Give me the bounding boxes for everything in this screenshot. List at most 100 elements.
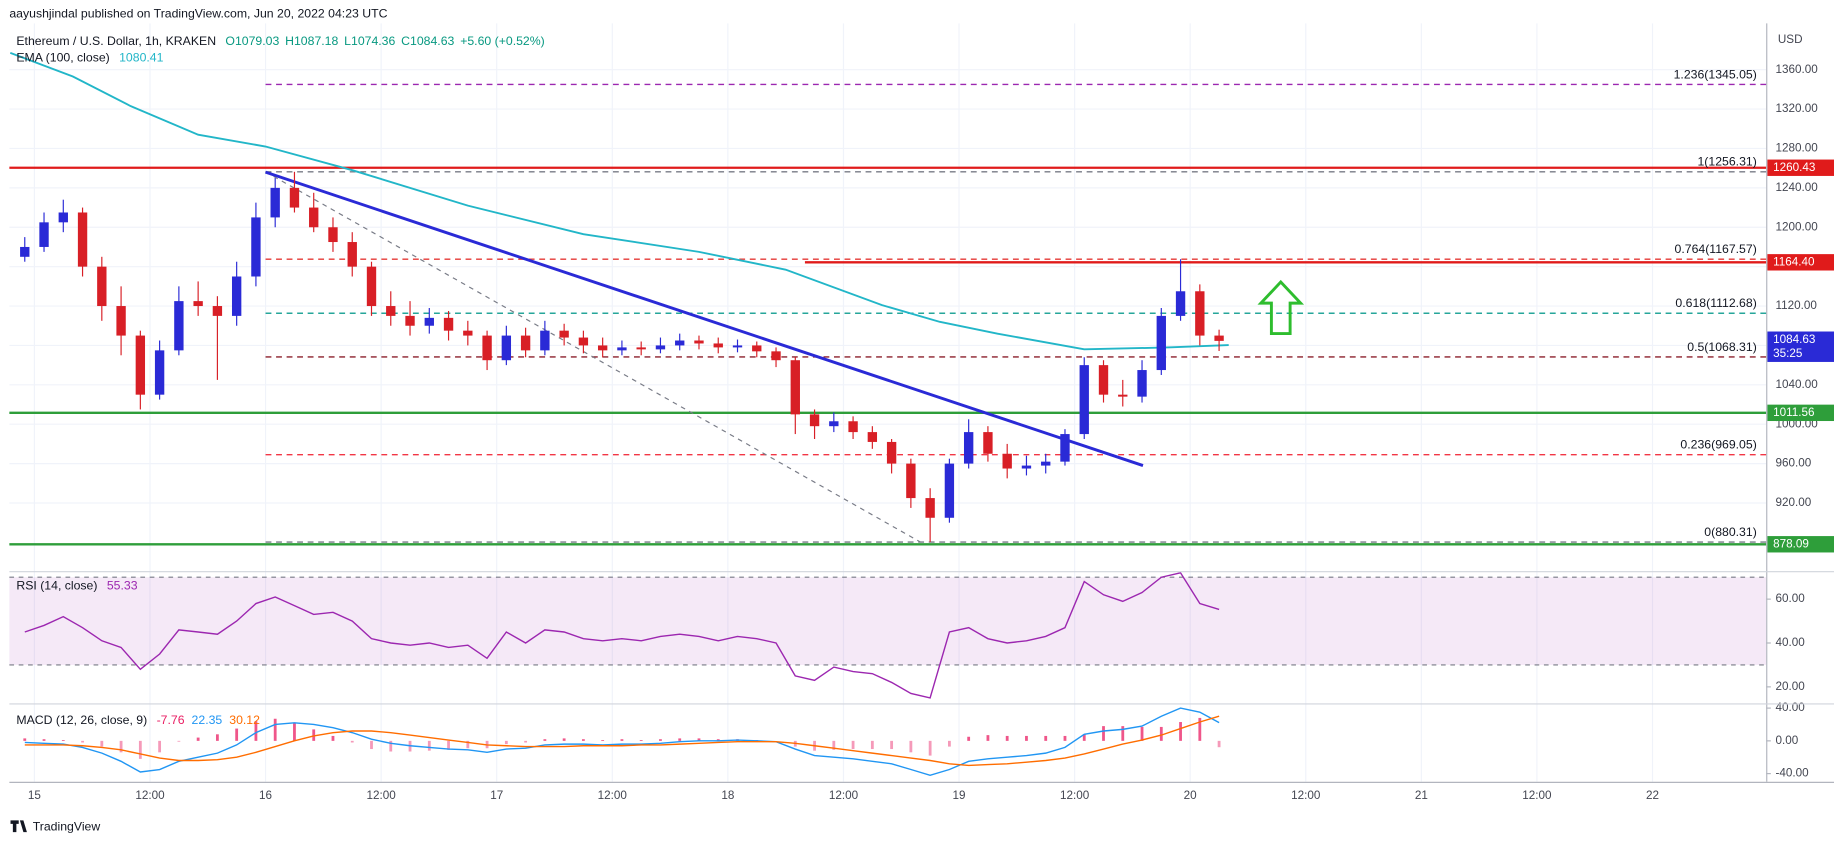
candle-body — [867, 432, 878, 442]
macd-hist-bar — [23, 738, 27, 741]
rsi-name: RSI (14, close) — [16, 579, 97, 593]
candle-body — [328, 227, 338, 243]
legend-high: H1087.18 — [285, 34, 338, 48]
last-price-label: 1084.63 — [1773, 333, 1815, 346]
macd-hist-bar — [331, 735, 335, 741]
macd-hist-bar — [562, 738, 566, 741]
macd-hist-value: -7.76 — [157, 713, 185, 727]
legend-change: +5.60 (+0.52%) — [460, 34, 545, 48]
macd-hist-bar — [967, 736, 971, 741]
x-tick-label: 15 — [28, 789, 41, 802]
candle-body — [463, 330, 473, 336]
macd-signal-value: 30.12 — [229, 713, 260, 727]
macd-hist-bar — [312, 729, 316, 741]
candle-body — [1118, 394, 1128, 397]
y-tick-label: -40.00 — [1776, 767, 1810, 780]
candle-body — [58, 212, 68, 223]
macd-hist-bar — [466, 740, 470, 749]
macd-hist-bar — [1005, 735, 1009, 741]
candle-body — [578, 337, 589, 346]
macd-hist-bar — [1102, 726, 1105, 741]
macd-hist-bar — [215, 734, 219, 741]
fib-label: 0.5(1068.31) — [1687, 340, 1757, 354]
candle-body — [925, 498, 935, 518]
candle-body — [366, 266, 377, 307]
candle-body — [675, 340, 685, 346]
x-tick-label: 12:00 — [1060, 789, 1090, 802]
macd-hist-bar — [909, 740, 913, 753]
macd-hist-bar — [601, 740, 605, 741]
currency: USD — [1778, 33, 1803, 46]
macd-hist-bar — [870, 740, 874, 750]
macd-hist-bar — [832, 740, 836, 750]
footer: TradingView — [10, 820, 101, 834]
candle-body — [97, 266, 107, 307]
candle-body — [944, 463, 955, 518]
x-tick-label: 12:00 — [135, 789, 165, 802]
ema-value: 1080.41 — [119, 51, 164, 65]
y-tick-label: 60.00 — [1776, 592, 1806, 605]
macd-hist-bar — [81, 740, 84, 743]
candle-body — [231, 276, 242, 316]
macd-hist-bar — [678, 738, 682, 741]
macd-hist-bar — [1044, 735, 1048, 741]
candle-body — [193, 301, 203, 307]
byline: aayushjindal published on TradingView.co… — [9, 6, 387, 20]
candle-body — [540, 330, 550, 351]
candle-body — [1060, 434, 1070, 462]
price-tag-label: 1011.56 — [1773, 406, 1814, 419]
candle-body — [116, 306, 126, 336]
footer-text: TradingView — [33, 820, 101, 834]
candle-body — [309, 207, 319, 228]
macd-legend: MACD (12, 26, close, 9) -7.76 22.35 30.12 — [16, 713, 260, 727]
x-tick-label: 17 — [490, 789, 503, 802]
candle-body — [424, 317, 434, 326]
candle-body — [752, 345, 762, 352]
macd-hist-bar — [350, 740, 354, 743]
y-tick-label: 1040.00 — [1776, 378, 1819, 391]
rsi-legend: RSI (14, close) 55.33 — [16, 579, 137, 593]
price-tag-label: 878.09 — [1773, 537, 1809, 550]
candle-body — [1079, 365, 1089, 435]
ema-line — [9, 52, 1229, 351]
logo — [10, 820, 27, 833]
macd-hist-bar — [138, 740, 142, 759]
candle-body — [501, 335, 512, 361]
candle-body — [848, 421, 858, 433]
macd-hist-bar — [659, 739, 662, 741]
macd-hist-bar — [1159, 726, 1163, 741]
candle-body — [809, 414, 820, 427]
macd-hist-bar — [447, 740, 450, 750]
macd-hist-bar — [986, 735, 990, 741]
macd-hist-bar — [1082, 734, 1086, 741]
candle-body — [790, 360, 800, 415]
macd-hist-bar — [100, 740, 104, 747]
y-tick-label: 40.00 — [1776, 636, 1806, 649]
x-tick-label: 16 — [259, 789, 272, 802]
candle-body — [1214, 335, 1224, 341]
candle-body — [443, 317, 454, 331]
macd-hist-bar — [1025, 735, 1028, 741]
macd-name: MACD (12, 26, close, 9) — [16, 713, 147, 727]
candle-body — [135, 335, 146, 395]
price-tag — [1767, 159, 1834, 176]
x-tick-label: 12:00 — [1291, 789, 1321, 802]
ema-legend: EMA (100, close) 1080.41 — [16, 51, 163, 65]
x-tick-label: 18 — [721, 789, 734, 802]
x-tick-label: 12:00 — [829, 789, 859, 802]
macd-hist-bar — [61, 740, 65, 741]
macd-hist-bar — [293, 722, 296, 741]
candle-body — [1098, 365, 1109, 395]
macd-hist-bar — [543, 739, 547, 741]
rsi-band — [9, 577, 1767, 665]
macd-hist-bar — [158, 740, 162, 753]
candle-body — [212, 306, 223, 316]
macd-hist-bar — [524, 740, 528, 743]
x-tick-label: 12:00 — [598, 789, 628, 802]
macd-hist-bar — [697, 738, 701, 741]
price-tag-label: 1164.40 — [1773, 255, 1815, 268]
candle-body — [771, 351, 781, 361]
candle-body — [347, 242, 357, 267]
signal-line — [24, 715, 1220, 767]
